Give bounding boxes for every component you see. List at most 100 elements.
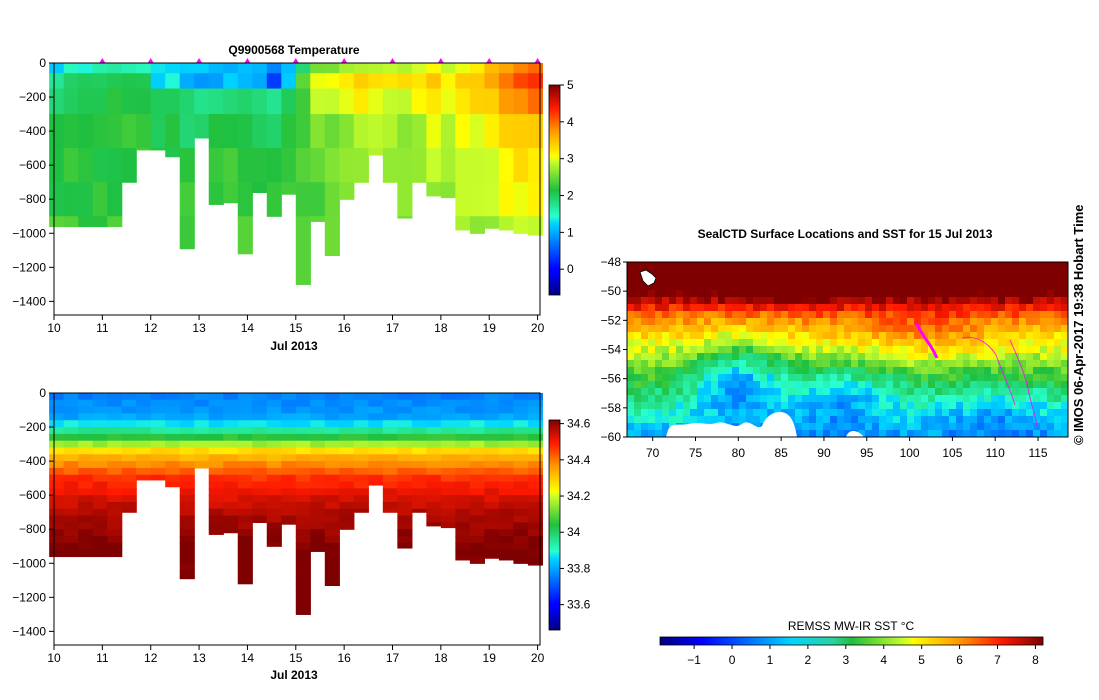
sst-cell: [704, 402, 712, 410]
sal-cell: [252, 433, 268, 442]
sst-cell: [774, 346, 782, 354]
sal-cell: [469, 399, 485, 408]
sal-cell: [179, 508, 195, 517]
sst-cell: [690, 318, 698, 326]
sst-cell: [669, 416, 677, 424]
sal-cell: [78, 393, 94, 401]
y-tick-label-0: 0: [39, 386, 46, 400]
sal-cell: [179, 536, 195, 544]
sst-cell: [886, 318, 894, 326]
sal-cell: [469, 515, 485, 524]
temp-cell: [194, 88, 210, 115]
sst-cell: [865, 276, 873, 284]
sst-cell: [928, 325, 936, 333]
sal-cell: [484, 495, 500, 503]
sst-cell: [984, 283, 992, 291]
sst-cell: [1054, 318, 1062, 326]
sal-cell: [223, 433, 239, 442]
sal-cell: [295, 549, 311, 558]
sst-cell: [837, 381, 845, 389]
sst-cell: [949, 332, 957, 340]
sst-cell: [1061, 304, 1068, 312]
sst-cell: [788, 346, 796, 354]
sal-cell: [266, 501, 282, 510]
sal-cell: [382, 481, 398, 489]
sal-cell: [107, 420, 123, 428]
sst-cell: [781, 388, 789, 396]
sst-cell: [914, 276, 922, 284]
x-tick-label-1: 11: [96, 651, 109, 665]
sst-cell: [655, 409, 663, 417]
sst-cell: [739, 262, 747, 270]
sal-cell: [455, 529, 471, 537]
sst-cell: [977, 395, 985, 403]
temp-cell: [63, 148, 79, 183]
sal-cell: [339, 440, 355, 449]
sst-cell: [928, 388, 936, 396]
sal-cell: [252, 488, 268, 496]
sst-cell: [746, 318, 754, 326]
sst-cell: [1019, 416, 1027, 424]
temp-cell: [208, 73, 224, 90]
sst-cell: [858, 346, 866, 354]
temp-cell: [382, 73, 398, 90]
temp-cell: [252, 88, 268, 115]
sal-cell: [136, 467, 152, 476]
temp-cell: [295, 73, 311, 90]
sst-cell: [851, 311, 859, 319]
sal-cell: [208, 406, 224, 415]
sal-cell: [310, 529, 326, 537]
sst-cell: [858, 269, 866, 277]
sal-cell: [397, 488, 413, 496]
sal-cell: [78, 515, 94, 524]
sst-colorbar-tick-label-9: 8: [1032, 653, 1039, 667]
sst-cell: [641, 423, 649, 431]
temp-cell: [513, 216, 529, 234]
sal-cell: [107, 427, 123, 435]
sst-cell: [928, 416, 936, 424]
sst-cell: [984, 332, 992, 340]
temp-cell: [208, 63, 224, 74]
temp-cell: [49, 148, 65, 183]
sst-cell: [669, 297, 677, 305]
sst-cell: [634, 290, 642, 298]
sst-cell: [886, 416, 894, 424]
temp-cell: [295, 88, 311, 115]
temp-cell: [194, 73, 210, 90]
sal-cell: [484, 467, 500, 476]
sal-cell: [194, 461, 210, 469]
sal-cell: [295, 420, 311, 428]
temp-cell: [455, 63, 471, 74]
sal-cell: [78, 454, 94, 462]
sst-cell: [858, 388, 866, 396]
sst-cell: [879, 346, 887, 354]
sst-cell: [634, 353, 642, 361]
sst-cell: [970, 381, 978, 389]
sst-cell: [802, 416, 810, 424]
sal-cell: [223, 454, 239, 462]
sst-cell: [872, 416, 880, 424]
sst-cell: [641, 339, 649, 347]
sst-cell: [1019, 262, 1027, 270]
sal-cell: [223, 413, 239, 421]
sst-cell: [963, 276, 971, 284]
sst-cell: [704, 332, 712, 340]
sst-cell: [662, 325, 670, 333]
sal-cell: [324, 427, 340, 435]
sst-cell: [809, 416, 817, 424]
y-tick-label-3: −600: [19, 488, 46, 502]
sal-cell: [208, 481, 224, 489]
temp-cell: [324, 73, 340, 90]
sal-cell: [484, 529, 500, 537]
sal-cell: [440, 522, 456, 529]
sal-cell: [397, 536, 413, 544]
sst-cell: [676, 311, 684, 319]
sst-cell: [627, 304, 635, 312]
sst-cell: [627, 423, 635, 431]
sst-cell: [949, 430, 957, 437]
sst-cell: [676, 360, 684, 368]
sal-cell: [165, 427, 181, 435]
sst-cell: [1047, 367, 1055, 375]
sst-cell: [907, 423, 915, 431]
sst-cell: [872, 283, 880, 291]
